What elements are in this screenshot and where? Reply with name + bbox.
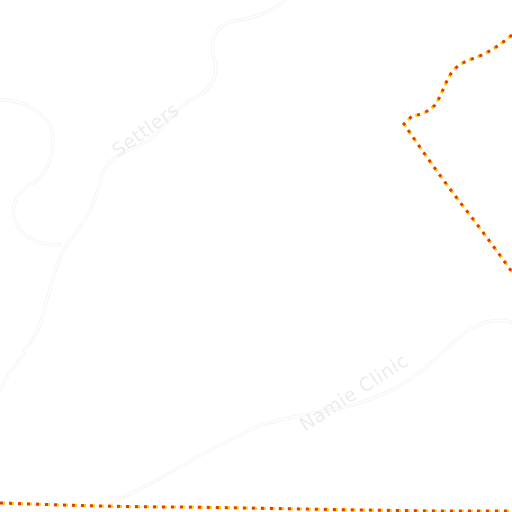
boundary-east-inner [402,33,512,273]
road-west-core [0,99,61,246]
road-north-core [0,0,286,391]
label-namie-clinic: Namie Clinic [296,350,413,437]
road-south-core [94,319,512,512]
boundary-south-outer [0,501,512,512]
boundary-south-inner [0,501,512,512]
boundary-lines [0,33,512,512]
boundary-east-outer [402,33,512,273]
road-north [0,0,287,392]
label-settlers: Settlers [108,99,183,162]
road-west [0,98,62,247]
